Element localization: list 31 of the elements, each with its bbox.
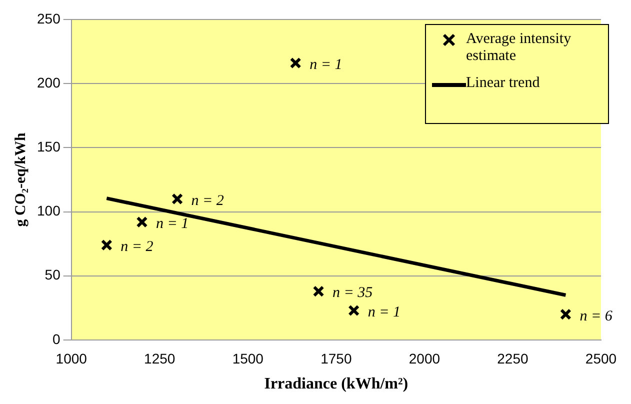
point [290,57,302,69]
x-tick-label: 1750 [320,350,352,366]
legend-label: Average intensity estimate [466,31,572,65]
x-tick-label: 2500 [585,350,617,366]
annotation: n = 2 [191,192,224,209]
annotation: n = 1 [156,216,189,232]
x-tick-label: 1000 [56,350,88,366]
point [136,216,148,228]
point [560,308,572,320]
point [172,193,184,205]
annotation: n = 6 [580,308,613,324]
y-tick-label: 50 [44,266,61,283]
annotation: n = 35 [332,285,374,302]
point [312,286,324,298]
x-tick-label: 1500 [232,350,264,366]
y-tick-label: 250 [37,10,61,26]
annotation: n = 1 [310,56,342,73]
y-tick-label: 150 [37,138,61,154]
point [348,304,360,316]
x-tick-label: 2000 [408,350,440,366]
point [100,239,112,251]
y-axis-title: g CO₂-eq/kWh [12,132,29,227]
legend-label: Linear trend [466,75,540,92]
y-tick-label: 100 [37,202,61,219]
x-tick-label: 1250 [144,350,176,366]
annotation: n = 2 [120,239,154,256]
x-tick-label: 2250 [497,350,529,366]
y-tick-label: 0 [52,330,61,347]
x-axis-title: Irradiance (kWh/m²) [264,376,408,393]
annotation: n = 1 [368,304,400,320]
y-tick-label: 200 [37,74,61,90]
